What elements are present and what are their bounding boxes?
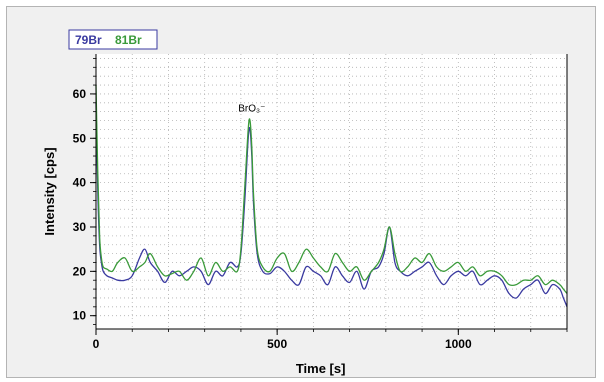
y-tick-label: 40 <box>73 176 87 190</box>
y-axis-title: Intensity [cps] <box>42 147 57 235</box>
legend-box <box>68 29 158 50</box>
y-tick-label: 20 <box>73 264 87 278</box>
chart-frame: 10 20 30 40 50 60 0 500 1000 Time [s] Intensity [c… <box>6 6 596 378</box>
x-tick-label: 500 <box>267 337 287 351</box>
x-axis-title: Time [s] <box>296 361 346 376</box>
x-tick-label: 1000 <box>445 337 472 351</box>
y-tick-label: 50 <box>73 131 87 145</box>
peak-annotation: BrO₃⁻ <box>238 104 265 115</box>
y-tick-label: 60 <box>73 87 87 101</box>
y-tick-label: 10 <box>73 309 87 323</box>
legend-entry-81Br: 81Br <box>115 33 142 47</box>
y-tick-label: 30 <box>73 220 87 234</box>
legend-entry-79Br: 79Br <box>75 33 102 47</box>
series-line-81Br <box>95 84 568 294</box>
series-line-79Br <box>95 102 568 308</box>
x-tick-label: 0 <box>93 337 100 351</box>
chart: 10 20 30 40 50 60 0 500 1000 Time [s] Intensity [c… <box>42 29 568 376</box>
